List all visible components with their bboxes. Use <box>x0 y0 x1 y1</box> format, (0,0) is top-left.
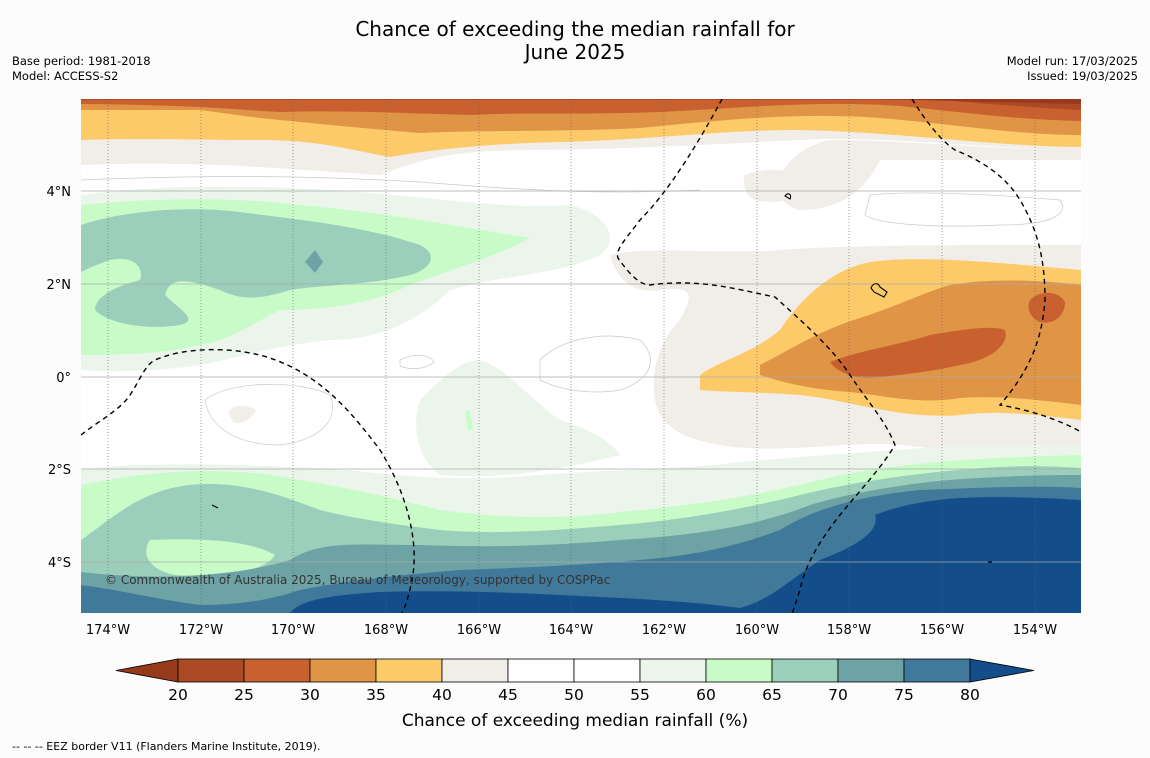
colorbar-swatch <box>639 658 707 683</box>
lat-axis-labels: 4°N 2°N 0° 2°S 4°S <box>47 185 72 571</box>
copyright-text: © Commonwealth of Australia 2025, Bureau… <box>105 573 610 587</box>
title-line-2: June 2025 <box>524 40 626 64</box>
lat-tick-label: 2°S <box>48 463 71 478</box>
footer-note: -- -- -- EEZ border V11 (Flanders Marine… <box>12 740 321 753</box>
contour-band-25 <box>81 99 1081 121</box>
lat-tick-label: 2°N <box>47 278 72 293</box>
colorbar-tick-label: 30 <box>300 686 320 704</box>
contour-band-80-core <box>915 517 1081 613</box>
colorbar-tick-label: 60 <box>696 686 716 704</box>
model-name: Model: ACCESS-S2 <box>12 69 119 83</box>
colorbar-legend: 20 25 30 35 40 45 50 55 60 65 70 75 80 <box>115 658 1035 704</box>
colorbar-tick-label: 75 <box>894 686 914 704</box>
colorbar-tick-label: 70 <box>828 686 848 704</box>
colorbar-tick-label: 25 <box>234 686 254 704</box>
contour-spot-40-north <box>743 169 810 202</box>
chart-title: Chance of exceeding the median rainfall … <box>0 18 1150 64</box>
colorbar-swatch <box>771 658 839 683</box>
colorbar-swatch <box>309 658 377 683</box>
lon-tick-label: 174°W <box>86 623 130 638</box>
colorbar-swatch <box>837 658 905 683</box>
model-run: Model run: 17/03/2025 <box>1006 54 1138 68</box>
lat-tick-label: 4°N <box>47 185 72 200</box>
colorbar-low-arrow <box>115 658 179 683</box>
colorbar-swatch <box>243 658 311 683</box>
colorbar-tick-label: 50 <box>564 686 584 704</box>
lat-tick-label: 4°S <box>48 556 71 571</box>
legend-title: Chance of exceeding median rainfall (%) <box>402 711 748 731</box>
lon-tick-label: 158°W <box>827 623 871 638</box>
eez-borders <box>81 99 1081 613</box>
lat-tick-label: 0° <box>56 371 71 386</box>
colorbar-tick-label: 20 <box>168 686 188 704</box>
contour-band-80-south <box>290 497 1081 613</box>
colorbar-swatch <box>573 658 641 683</box>
colorbar-swatch <box>441 658 509 683</box>
colorbar-swatch <box>705 658 773 683</box>
contour-spot-60-south <box>146 539 275 576</box>
islands <box>211 193 992 563</box>
contour-band-below20 <box>880 99 1081 104</box>
lon-tick-label: 168°W <box>364 623 408 638</box>
colorbar-tick-label: 40 <box>432 686 452 704</box>
lon-tick-label: 154°W <box>1013 623 1057 638</box>
colorbar-high-arrow <box>969 658 1035 683</box>
contour-band-40 <box>81 99 1081 210</box>
colorbar-swatch <box>375 658 443 683</box>
contour-spot-60 <box>465 410 473 430</box>
lon-tick-label: 160°W <box>735 623 779 638</box>
lon-tick-label: 170°W <box>271 623 315 638</box>
contour-band-55-central <box>416 360 620 477</box>
colorbar-tick-label: 45 <box>498 686 518 704</box>
base-info: Base period: 1981-2018 Model: ACCESS-S2 <box>12 54 151 84</box>
lon-axis-labels: 174°W 172°W 170°W 168°W 166°W 164°W 162°W 160°W… <box>86 623 1057 638</box>
colorbar-swatch <box>507 658 575 683</box>
colorbar-tick-label: 80 <box>960 686 980 704</box>
lon-tick-label: 172°W <box>179 623 223 638</box>
lon-tick-label: 156°W <box>920 623 964 638</box>
issued-date: Issued: 19/03/2025 <box>1027 69 1138 83</box>
colorbar-swatch <box>903 658 971 683</box>
colorbar-tick-label: 65 <box>762 686 782 704</box>
title-line-1: Chance of exceeding the median rainfall … <box>355 17 795 41</box>
colorbar-tick-label: 55 <box>630 686 650 704</box>
lat-gridlines <box>81 190 1081 563</box>
contour-lines <box>81 176 1063 446</box>
map-field: © Commonwealth of Australia 2025, Bureau… <box>81 99 1081 613</box>
base-period: Base period: 1981-2018 <box>12 54 151 68</box>
contour-band-65-west <box>81 209 431 327</box>
lon-tick-label: 162°W <box>642 623 686 638</box>
lon-tick-label: 166°W <box>457 623 501 638</box>
contour-band-25-east <box>830 327 1006 378</box>
contour-spot-70 <box>305 250 323 273</box>
colorbar-tick-label: 35 <box>366 686 386 704</box>
contour-spot-25-east <box>1028 292 1065 323</box>
contour-spot-40-west <box>228 405 256 423</box>
lon-tick-label: 164°W <box>549 623 593 638</box>
colorbar-swatch <box>177 658 245 683</box>
run-info: Model run: 17/03/2025 Issued: 19/03/2025 <box>1007 54 1138 84</box>
